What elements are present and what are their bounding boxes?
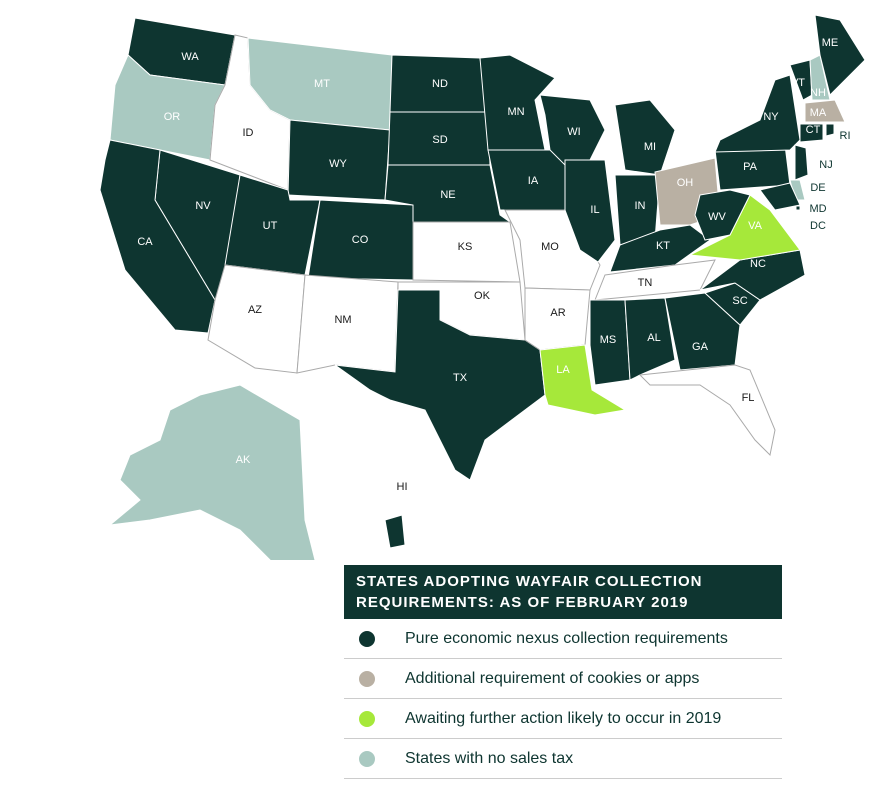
state-label: DC: [810, 220, 826, 232]
state: [524, 287, 591, 351]
state-label: HI: [397, 481, 408, 493]
state: [794, 144, 809, 181]
state: [609, 224, 711, 273]
state-label: VA: [748, 220, 763, 232]
state: [664, 292, 741, 371]
state: [594, 259, 716, 301]
legend-label: Additional requirement of cookies or app…: [405, 669, 700, 687]
legend-label: States with no sales tax: [405, 749, 574, 767]
state: [539, 344, 627, 416]
state: [825, 123, 835, 137]
state-label: OH: [677, 177, 694, 189]
state-label: NE: [440, 189, 455, 201]
legend-item: Pure economic nexus collection requireme…: [344, 619, 782, 659]
state-label: MS: [600, 334, 617, 346]
legend-item: Additional requirement of cookies or app…: [344, 659, 782, 699]
state-label: NJ: [819, 159, 832, 171]
state-label: GA: [692, 341, 709, 353]
legend-label: Awaiting further action likely to occur …: [405, 709, 722, 727]
state-label: SD: [432, 134, 447, 146]
state: [814, 14, 866, 96]
state-label: OK: [474, 290, 491, 302]
state-label: NC: [750, 258, 766, 270]
legend-item: Awaiting further action likely to occur …: [344, 699, 782, 739]
state: [564, 159, 616, 263]
state-label: AK: [236, 454, 251, 466]
state-label: ID: [243, 127, 254, 139]
state: [638, 364, 776, 457]
state-label: CA: [137, 236, 153, 248]
state-label: PA: [743, 161, 758, 173]
legend-swatch: [359, 630, 375, 647]
state-label: MT: [314, 78, 330, 90]
state: [589, 299, 631, 386]
state-label: IL: [590, 204, 599, 216]
state: [614, 99, 676, 176]
us-map: WA OR ID MT WY NV CA UT CO AZ NM ND SD NE KS OK TX MN IA MO…: [99, 14, 866, 560]
state: [207, 264, 306, 374]
state-label: MD: [809, 203, 826, 215]
state-label: WY: [329, 158, 347, 170]
state: [108, 384, 316, 560]
state-label: WA: [181, 51, 199, 63]
state-label: UT: [263, 220, 278, 232]
legend-title: STATES ADOPTING WAYFAIR COLLECTION REQUI…: [344, 565, 782, 619]
state-label: IA: [528, 175, 539, 187]
state-label: ME: [822, 37, 839, 49]
state: [99, 139, 216, 334]
state: [759, 182, 801, 211]
state-label: ND: [432, 78, 448, 90]
state-label: OR: [164, 111, 181, 123]
state-label: CO: [352, 234, 369, 246]
legend-swatch: [359, 670, 375, 687]
state-label: NV: [195, 200, 211, 212]
legend-swatch: [359, 750, 375, 767]
state-label: CT: [806, 124, 821, 136]
state-label: LA: [556, 364, 570, 376]
state-label: NY: [763, 111, 779, 123]
state: [384, 514, 406, 549]
state-label: MA: [810, 107, 827, 119]
state-label: AL: [647, 332, 660, 344]
state: [334, 289, 546, 481]
state-label: AZ: [248, 304, 262, 316]
state: [799, 123, 824, 143]
state-label: AR: [550, 307, 565, 319]
legend: STATES ADOPTING WAYFAIR COLLECTION REQUI…: [344, 565, 782, 779]
state-label: IN: [635, 200, 646, 212]
state-label: KT: [656, 240, 670, 252]
state-label: MN: [507, 106, 524, 118]
state-label: FL: [742, 392, 755, 404]
state-label: NM: [334, 314, 351, 326]
legend-swatch: [359, 710, 375, 727]
state-label: SC: [732, 295, 747, 307]
state: [804, 99, 846, 123]
state: [694, 189, 751, 241]
state-label: KS: [458, 241, 473, 253]
legend-item: States with no sales tax: [344, 739, 782, 779]
state-label: TN: [638, 277, 653, 289]
state: [624, 297, 676, 381]
state: [795, 205, 801, 211]
state-label: MO: [541, 241, 559, 253]
state-label: MI: [644, 141, 656, 153]
state-label: DE: [810, 182, 825, 194]
legend-label: Pure economic nexus collection requireme…: [405, 629, 728, 647]
state-label: WI: [567, 126, 580, 138]
state-label: TX: [453, 372, 468, 384]
state-label: NH: [810, 87, 826, 99]
state-label: WV: [708, 211, 726, 223]
state: [714, 74, 801, 153]
state-label: VT: [791, 77, 805, 89]
state-label: RI: [840, 130, 851, 142]
